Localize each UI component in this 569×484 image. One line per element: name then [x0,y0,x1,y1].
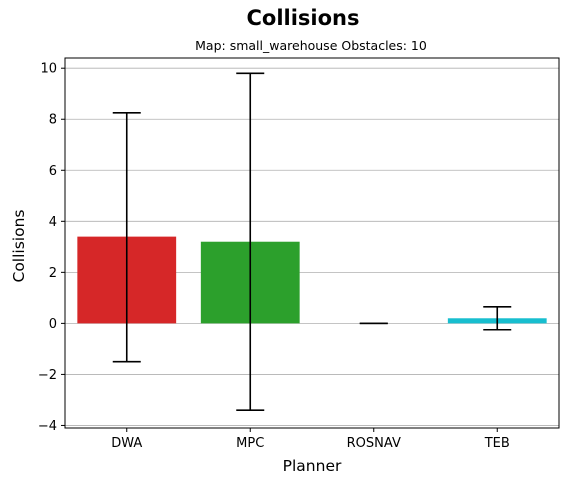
chart-title: Collisions [246,6,359,30]
x-tick-label: ROSNAV [347,436,401,451]
y-tick-label: −2 [38,368,57,383]
y-tick-label: 6 [49,164,57,179]
bars [77,236,547,324]
x-ticks: DWA MPC ROSNAV TEB [111,428,510,451]
y-tick-label: 4 [49,215,57,230]
y-tick-label: −4 [38,419,57,434]
y-tick-label: 10 [40,62,57,77]
chart-subtitle: Map: small_warehouse Obstacles: 10 [195,38,427,53]
x-axis-label: Planner [283,457,342,475]
x-tick-label: DWA [111,436,142,451]
y-tick-label: 2 [49,266,57,281]
error-bars [112,72,512,411]
y-tick-label: 8 [49,113,57,128]
x-tick-label: MPC [236,436,264,451]
plot-frame [64,57,560,429]
y-axis-label: Collisions [10,210,28,283]
y-ticks: −4 −2 0 2 4 6 8 10 [38,62,65,434]
x-tick-label: TEB [484,436,510,451]
y-tick-label: 0 [49,317,57,332]
